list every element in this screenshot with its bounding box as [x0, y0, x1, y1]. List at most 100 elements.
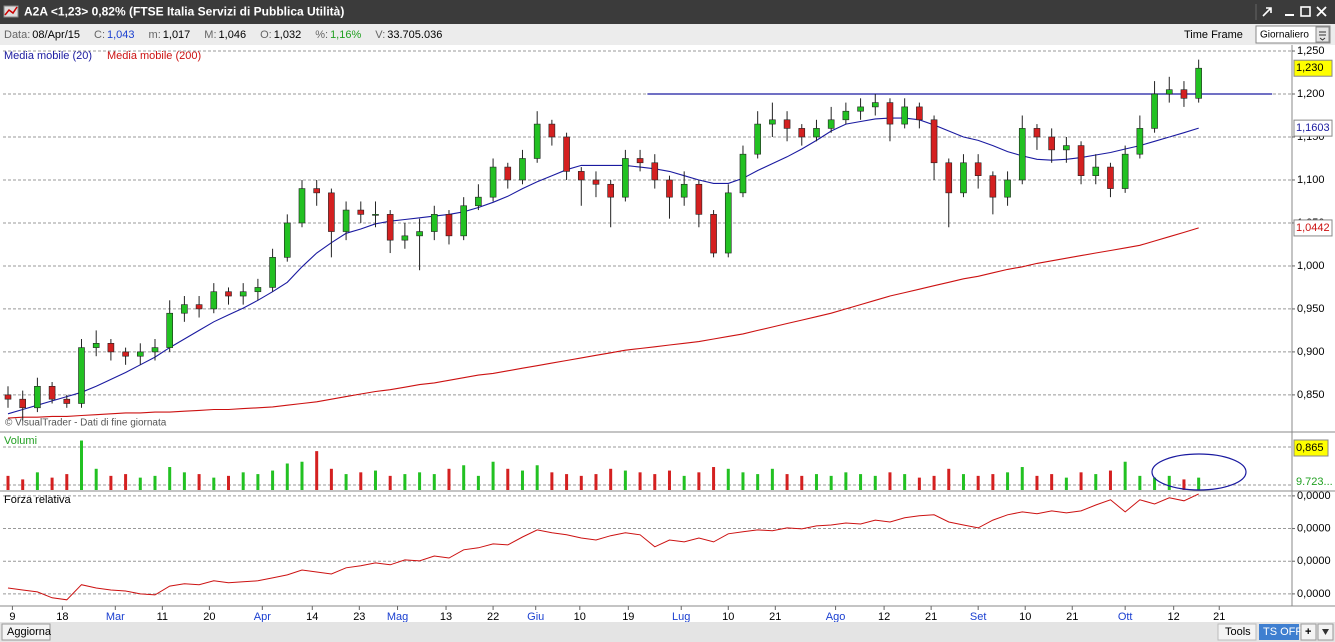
time-frame-select[interactable]: [1255, 25, 1331, 44]
candle-body: [122, 351, 129, 357]
x-tick-label: 10: [1019, 611, 1031, 623]
candle-body: [680, 183, 688, 198]
volume-bar: [6, 475, 10, 490]
candle-body: [636, 158, 644, 164]
x-tick-label: Apr: [254, 611, 271, 623]
candle-body: [489, 166, 497, 198]
volume-bar: [1123, 461, 1127, 490]
x-tick-label: Mag: [387, 611, 408, 623]
candle-body: [195, 304, 203, 310]
x-tick-label: Mar: [106, 611, 125, 623]
candle-body: [1121, 153, 1129, 189]
x-tick-label: 20: [203, 611, 215, 623]
candle-body: [827, 119, 835, 129]
info-value: 1,16%: [330, 29, 361, 41]
volume-bar: [35, 472, 39, 490]
info-value: 1,043: [107, 29, 135, 41]
volume-bar: [403, 474, 407, 490]
candle-body: [695, 183, 703, 215]
minimize-button[interactable]: [1285, 14, 1294, 16]
volume-bar: [550, 472, 554, 490]
candle-body: [342, 209, 350, 232]
volume-bar: [79, 440, 83, 490]
candle-body: [445, 214, 453, 237]
candle-body: [386, 214, 394, 241]
x-tick-label: 23: [353, 611, 365, 623]
candle-body: [401, 235, 409, 241]
refresh-button[interactable]: [1, 623, 51, 641]
x-tick-label: Ott: [1118, 611, 1133, 623]
candle-body: [930, 119, 938, 164]
y-tick-label: 1,000: [1297, 260, 1325, 272]
maximize-button[interactable]: [1300, 6, 1311, 17]
info-label: %:: [315, 29, 328, 41]
legend-entry: Media mobile (200): [107, 50, 201, 62]
volume-bar: [359, 472, 363, 490]
info-label: M:: [204, 29, 216, 41]
volume-bar: [1138, 475, 1142, 490]
window-title: A2A <1,23> 0,82% (FTSE Italia Servizi di…: [24, 5, 344, 19]
x-tick-label: 22: [487, 611, 499, 623]
tools-button[interactable]: [1217, 623, 1257, 641]
volume-bar: [844, 472, 848, 490]
volume-bar: [712, 467, 716, 490]
y-tick-label: 0,0000: [1297, 490, 1331, 502]
y-tick-label: 0,850: [1297, 389, 1325, 401]
volume-bar: [1020, 467, 1024, 490]
add-button[interactable]: [1300, 623, 1317, 641]
tool-button[interactable]: [1262, 7, 1272, 17]
candle-body: [151, 347, 159, 353]
candle-body: [166, 312, 173, 348]
candle-body: [430, 214, 438, 232]
x-tick-label: Set: [970, 611, 987, 623]
candle-body: [1018, 128, 1026, 181]
candle-body: [48, 385, 56, 400]
volume-bar: [1094, 474, 1098, 490]
candle-body: [372, 214, 379, 216]
info-value: 08/Apr/15: [32, 29, 80, 41]
info-bar: [0, 24, 1335, 45]
volume-bar: [256, 474, 260, 490]
volume-bar: [168, 467, 172, 490]
volume-bar: [741, 472, 745, 490]
candle-body: [916, 106, 923, 121]
chart-area: [0, 45, 1335, 622]
candle-body: [857, 106, 864, 112]
ts-button[interactable]: [1259, 624, 1299, 640]
candle-body: [842, 110, 850, 121]
volume-marker: 9.723...: [1296, 476, 1333, 488]
volume-bar: [65, 474, 69, 490]
title-bar: [0, 0, 1335, 24]
volume-bar: [506, 468, 510, 490]
close-button[interactable]: [1316, 6, 1327, 17]
volume-bar: [124, 474, 128, 490]
info-value: 1,032: [274, 29, 302, 41]
candle-body: [945, 162, 953, 194]
candle-body: [651, 162, 659, 181]
volume-marker: 0,865: [1296, 442, 1324, 454]
candle-body: [724, 192, 732, 254]
candle-body: [92, 343, 100, 348]
candle-body: [533, 123, 541, 159]
candle-body: [622, 158, 629, 198]
candle-body: [1063, 145, 1070, 151]
info-label: O:: [260, 29, 272, 41]
volume-bar: [594, 474, 598, 490]
volume-bar: [903, 474, 907, 490]
volume-bar: [697, 472, 701, 490]
candle-body: [1004, 179, 1011, 198]
volume-bar: [991, 474, 995, 490]
volume-bar: [682, 475, 686, 490]
x-tick-label: 10: [722, 611, 734, 623]
candle-body: [328, 192, 335, 232]
x-tick-label: Giu: [527, 611, 544, 623]
footer-bar: [0, 622, 1335, 642]
candle-body: [739, 153, 747, 194]
candle-body: [548, 123, 556, 138]
candle-body: [136, 351, 144, 357]
volume-bar: [785, 474, 789, 490]
volume-bar: [300, 461, 304, 490]
volume-bar: [976, 475, 980, 490]
candle-body: [886, 102, 894, 125]
moving-average: [7, 117, 1199, 415]
